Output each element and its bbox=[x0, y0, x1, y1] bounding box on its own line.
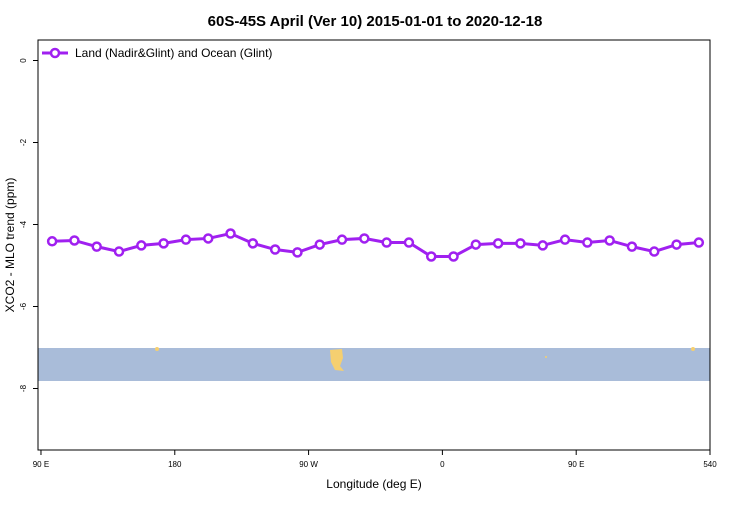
y-tick-label: -8 bbox=[19, 384, 28, 392]
land bbox=[155, 347, 159, 351]
land bbox=[691, 347, 695, 351]
point bbox=[158, 238, 169, 249]
legend-marker bbox=[49, 47, 61, 59]
point bbox=[559, 234, 571, 245]
x-tick-label: 90 E bbox=[568, 460, 584, 469]
point bbox=[202, 233, 214, 244]
y-tick-label: -2 bbox=[19, 138, 28, 146]
point bbox=[515, 238, 526, 249]
point bbox=[470, 239, 482, 250]
point bbox=[113, 246, 125, 257]
land bbox=[545, 356, 547, 358]
ocean bbox=[38, 348, 710, 381]
y-tick-label: -4 bbox=[19, 220, 28, 228]
point bbox=[604, 235, 615, 246]
x-tick-label: 540 bbox=[703, 460, 717, 469]
point bbox=[91, 241, 102, 252]
chart-title: 60S-45S April (Ver 10) 2015-01-01 to 202… bbox=[208, 13, 543, 30]
point bbox=[403, 237, 415, 248]
plot-frame bbox=[37, 39, 711, 451]
y-axis-label: XCO2 - MLO trend (ppm) bbox=[3, 178, 17, 313]
point bbox=[626, 241, 638, 252]
point bbox=[492, 238, 504, 249]
point bbox=[537, 240, 548, 251]
point bbox=[180, 234, 192, 245]
y-tick-label: 0 bbox=[19, 58, 28, 63]
point bbox=[693, 237, 705, 248]
legend-label: Land (Nadir&Glint) and Ocean (Glint) bbox=[75, 46, 272, 60]
point bbox=[225, 228, 236, 239]
point bbox=[69, 235, 80, 246]
point bbox=[46, 236, 58, 247]
point bbox=[314, 239, 325, 250]
point bbox=[292, 247, 303, 258]
point bbox=[336, 234, 348, 245]
point bbox=[247, 238, 259, 249]
point bbox=[671, 239, 682, 250]
legend: Land (Nadir&Glint) and Ocean (Glint) bbox=[42, 46, 272, 60]
point bbox=[381, 237, 392, 248]
point bbox=[582, 237, 593, 248]
x-tick-label: 180 bbox=[168, 460, 182, 469]
point bbox=[448, 251, 459, 262]
point bbox=[425, 251, 437, 262]
point bbox=[136, 240, 147, 251]
point bbox=[359, 233, 370, 244]
land bbox=[330, 349, 344, 371]
series-line bbox=[52, 231, 699, 258]
x-tick-label: 90 E bbox=[33, 460, 49, 469]
x-tick-label: 90 W bbox=[299, 460, 318, 469]
map-strip bbox=[38, 347, 710, 381]
x-axis-label: Longitude (deg E) bbox=[326, 477, 421, 491]
point bbox=[269, 244, 281, 255]
point bbox=[648, 246, 660, 257]
x-tick-label: 0 bbox=[440, 460, 445, 469]
y-tick-label: -6 bbox=[19, 302, 28, 310]
